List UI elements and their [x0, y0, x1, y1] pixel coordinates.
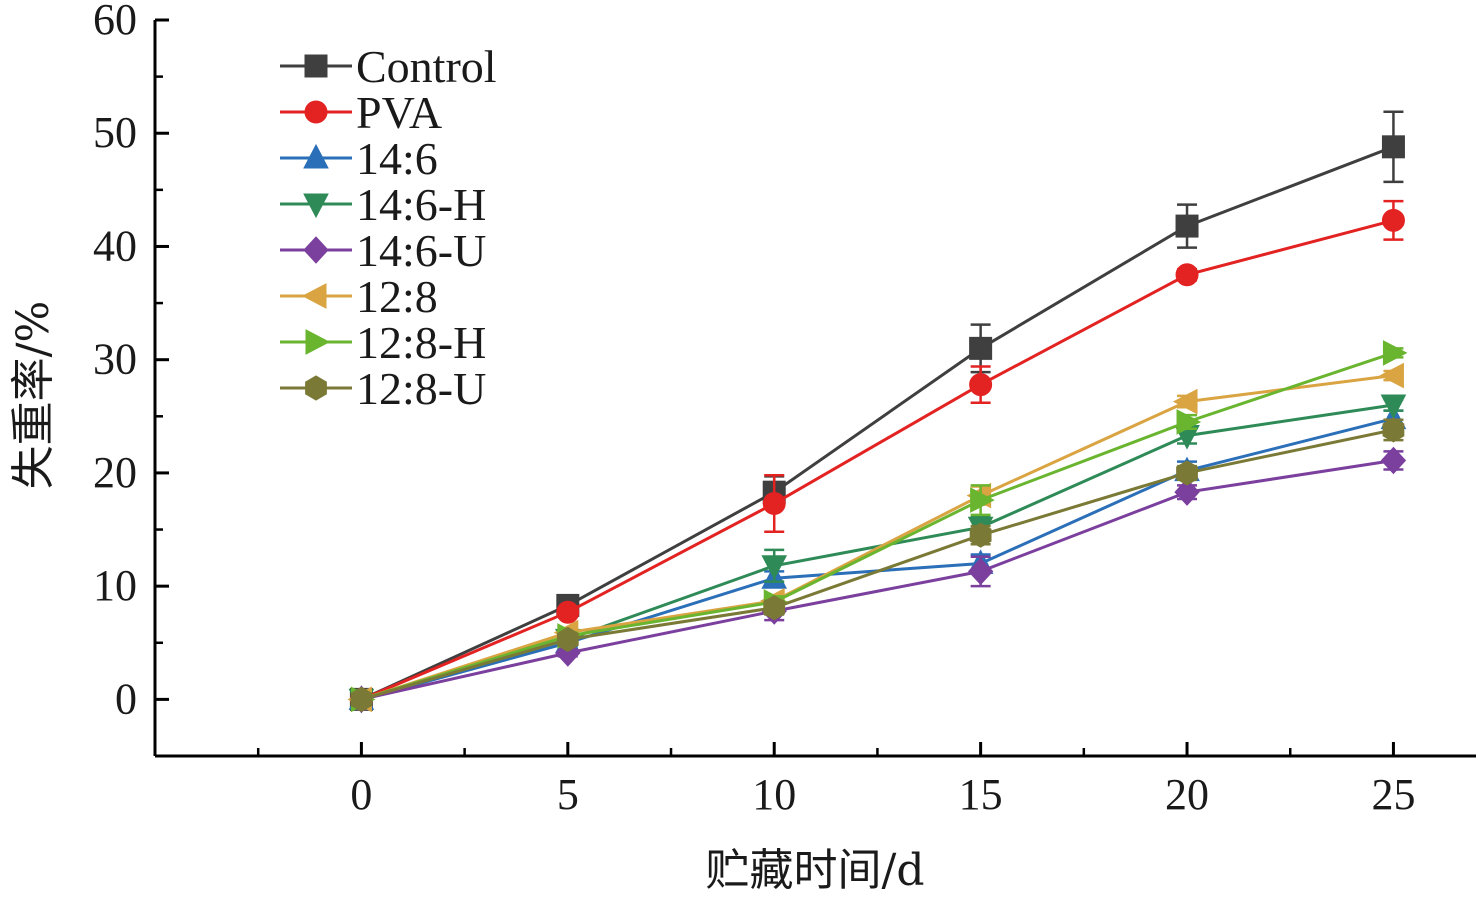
series-14-6: [348, 404, 1407, 710]
legend-marker: [305, 375, 327, 401]
data-point: [1174, 478, 1200, 506]
legend-marker: [304, 54, 328, 78]
data-point: [1382, 417, 1405, 443]
x-tick-label: 0: [350, 770, 372, 819]
x-tick-label: 25: [1371, 770, 1415, 819]
legend-item-12-8-h: 12:8-H: [280, 317, 486, 368]
data-point: [969, 373, 993, 397]
legend-item-pva: PVA: [280, 87, 442, 138]
x-tick-label: 20: [1165, 770, 1209, 819]
y-axis-title: 失重率/%: [8, 301, 59, 490]
axes: 0 10 20 30 40 50 60 0 5 10 15 20 25: [93, 0, 1476, 819]
legend-marker: [304, 100, 328, 124]
y-tick-label: 50: [93, 108, 137, 157]
legend-marker: [301, 283, 327, 309]
y-tick-label: 30: [93, 335, 137, 384]
series-line-12-8: [360, 374, 1394, 701]
legend-marker: [303, 236, 329, 264]
data-point: [350, 686, 373, 712]
y-tick-label: 20: [93, 448, 137, 497]
series-12-8-u: [350, 417, 1405, 712]
data-point: [1175, 263, 1199, 287]
data-point: [761, 555, 788, 580]
data-point: [1176, 409, 1202, 435]
data-point: [969, 522, 992, 548]
legend-marker: [305, 329, 331, 355]
legend-item-12-8-u: 12:8-U: [280, 363, 486, 414]
legend-label: 12:8-H: [356, 317, 486, 368]
series-line-12-8-h: [360, 351, 1394, 701]
data-point: [1176, 460, 1198, 486]
data-point: [556, 626, 579, 652]
y-tick-label: 10: [93, 561, 137, 610]
data-point: [967, 557, 994, 586]
y-tick-label: 40: [93, 221, 137, 270]
x-tick-label: 15: [959, 770, 1003, 819]
data-point: [1381, 135, 1405, 159]
data-point: [762, 491, 786, 515]
y-tick-label: 60: [93, 0, 137, 44]
data-point: [763, 595, 786, 621]
legend-item-14-6-u: 14:6-U: [280, 225, 486, 276]
series-line-pva: [360, 218, 1394, 701]
legend-marker: [303, 143, 329, 169]
data-point: [1379, 362, 1404, 389]
series-line-control: [360, 145, 1394, 701]
legend-label: 12:8-U: [356, 363, 486, 414]
legend-label: Control: [356, 41, 497, 92]
data-point: [969, 336, 993, 360]
y-tick-label: 0: [115, 674, 137, 723]
legend-item-control: Control: [280, 41, 497, 92]
data-point: [1172, 388, 1198, 415]
series-control: [349, 110, 1405, 711]
series-14-6-u: [348, 446, 1407, 714]
legend-label: PVA: [356, 87, 442, 138]
legend-label: 12:8: [356, 271, 438, 322]
legend-marker: [303, 193, 329, 219]
data-point: [1380, 446, 1407, 475]
legend: ControlPVA14:614:6-H14:6-U12:812:8-H12:8…: [280, 41, 497, 414]
data-point: [1382, 340, 1408, 366]
series-line-14-6-u: [361, 459, 1394, 701]
legend-item-12-8: 12:8: [280, 271, 438, 322]
series-line-12-8-u: [360, 428, 1394, 701]
series-layer: [347, 110, 1408, 714]
x-tick-label: 10: [752, 770, 796, 819]
data-point: [970, 487, 995, 513]
legend-label: 14:6-H: [356, 179, 486, 230]
x-axis-title: 贮藏时间/d: [706, 845, 925, 896]
x-tick-label: 5: [557, 770, 579, 819]
legend-item-14-6-h: 14:6-H: [280, 179, 486, 230]
data-point: [1175, 214, 1199, 238]
data-point: [556, 600, 580, 624]
data-point: [1380, 394, 1407, 420]
legend-label: 14:6-U: [356, 225, 486, 276]
legend-label: 14:6: [356, 133, 438, 184]
legend-item-14-6: 14:6: [280, 133, 438, 184]
data-point: [1381, 208, 1405, 232]
